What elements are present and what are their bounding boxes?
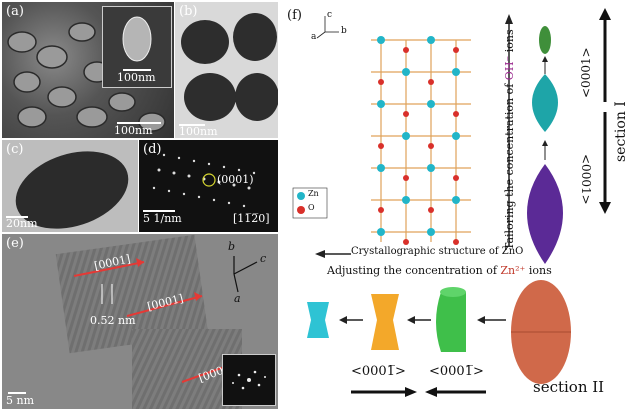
vertical-axis-label: Tailoring the concentration of OH⁻ ions — [503, 20, 516, 250]
panel-d-scale-bar — [143, 210, 175, 212]
direction-left-1: <0001̅> — [351, 364, 406, 379]
section-2-label: section II — [533, 378, 605, 396]
panel-d-label: (d) — [143, 142, 162, 157]
vertical-label-suffix: ions — [503, 29, 516, 56]
axis-b: b — [228, 240, 236, 253]
panel-c-scale-bar — [6, 216, 28, 218]
panel-b-tem: (b) 100nm — [175, 2, 278, 138]
panel-a-label: (a) — [6, 4, 24, 19]
panel-e-scale-label: 5 nm — [6, 394, 35, 407]
panel-a-scale-bar — [117, 122, 161, 124]
panel-a-sem: (a) 100nm 100nm — [2, 2, 174, 138]
legend-zn: Zn — [308, 189, 319, 198]
fft-inset — [222, 354, 276, 406]
vertical-label-prefix: Tailoring the concentration of — [503, 80, 516, 250]
inset-scale-label: 100nm — [117, 71, 156, 84]
section-1-label: section I — [613, 101, 629, 162]
lattice-spacing: 0.52 nm — [90, 314, 136, 327]
axis-a: a — [234, 292, 241, 305]
panel-d-saed: (d) (0001) 5 1/nm [11̅2̅0] — [139, 140, 278, 232]
inset-scale-bar — [123, 69, 151, 71]
panel-c-label: (c) — [6, 142, 24, 157]
panel-e-label: (e) — [6, 236, 24, 251]
horizontal-axis-label: Adjusting the concentration of Zn²⁺ ions — [327, 264, 552, 277]
panel-c-scale-label: 20nm — [6, 217, 38, 230]
panel-b-label: (b) — [179, 4, 198, 19]
fft-pattern — [232, 370, 266, 390]
direction-left-2: <0001̅> — [429, 364, 484, 379]
panel-a-scale-label: 100nm — [114, 124, 153, 137]
horizontal-label-prefix: Adjusting the concentration of — [327, 264, 501, 277]
lattice-axis-a: a — [311, 32, 317, 42]
panel-a-inset: 100nm — [102, 6, 172, 88]
axis-c: c — [260, 252, 267, 265]
panel-e-hrtem: (e) [0001] [0001] [0001] 0.52 nm b c a 5… — [2, 234, 278, 409]
zn-ion: Zn²⁺ — [500, 264, 526, 277]
panel-e-scale-bar — [8, 392, 26, 394]
direction-down: <0001> — [579, 154, 593, 205]
spot-index: (0001) — [217, 173, 254, 186]
oh-ion: OH⁻ — [503, 55, 516, 81]
direction-up: <0001> — [579, 47, 593, 98]
lattice-axis-c: c — [327, 10, 333, 20]
panel-d-scale-label: 5 1/nm — [143, 212, 182, 225]
panel-b-scale-label: 100nm — [179, 125, 218, 138]
lattice-axis-b: b — [341, 26, 347, 36]
single-particle — [15, 151, 129, 229]
tem-particles — [181, 13, 278, 121]
zone-axis: [11̅2̅0] — [233, 212, 270, 225]
legend-o: O — [308, 203, 315, 212]
crystal-caption: Crystallographic structure of ZnO — [351, 246, 524, 257]
panel-f-schematic: (f) — [281, 2, 634, 409]
panel-b-scale-bar — [179, 124, 205, 126]
horizontal-label-suffix: ions — [525, 264, 552, 277]
inset-particle — [122, 16, 152, 62]
panel-f-label: (f) — [287, 8, 302, 23]
diffraction-pattern — [152, 153, 256, 208]
panel-c-tem: (c) 20nm — [2, 140, 138, 232]
